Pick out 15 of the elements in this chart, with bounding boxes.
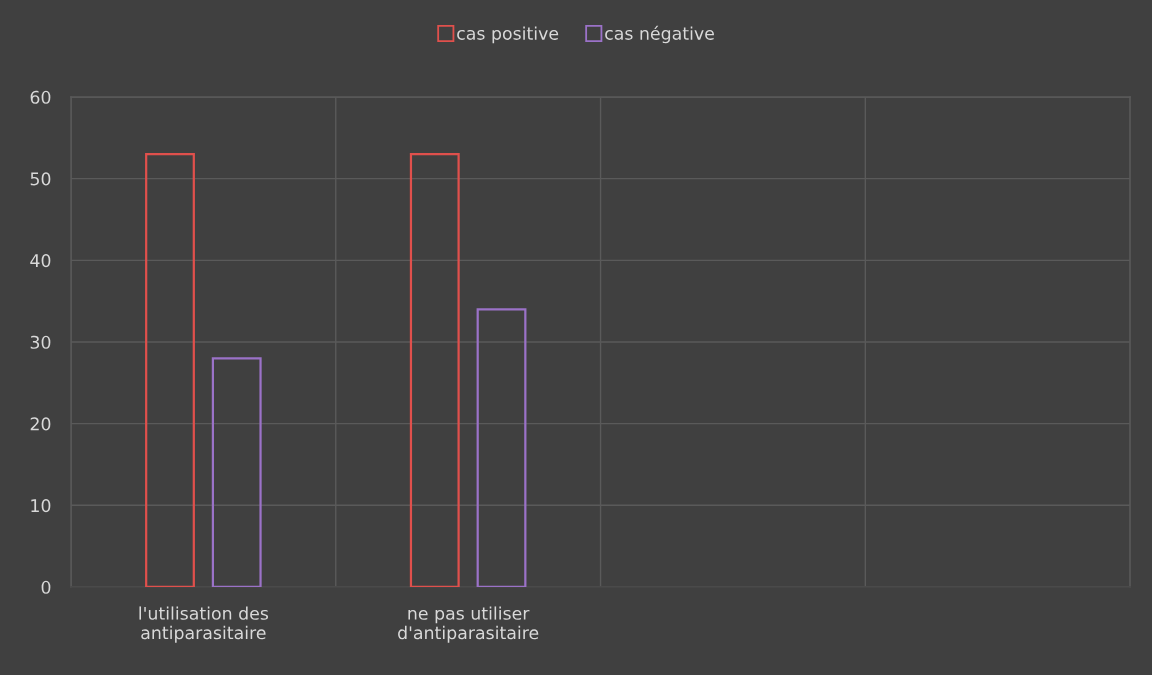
y-tick-label: 60 (30, 90, 51, 104)
y-tick-label: 0 (41, 580, 51, 594)
bar (211, 357, 262, 587)
bar (409, 153, 460, 587)
y-tick-label: 20 (30, 417, 51, 431)
bar (145, 153, 195, 587)
x-tick-label: ne pas utiliser d'antiparasitaire (398, 606, 539, 643)
y-tick-label: 10 (31, 499, 51, 513)
legend-label: cas positive (457, 26, 559, 44)
bar (476, 308, 527, 587)
y-tick-label: 40 (30, 254, 51, 268)
y-tick-label: 30 (30, 335, 51, 349)
y-tick-label: 50 (30, 172, 51, 186)
x-tick-label: l'utilisation des antiparasitaire (139, 606, 269, 643)
legend-label: cas négative (605, 25, 714, 44)
